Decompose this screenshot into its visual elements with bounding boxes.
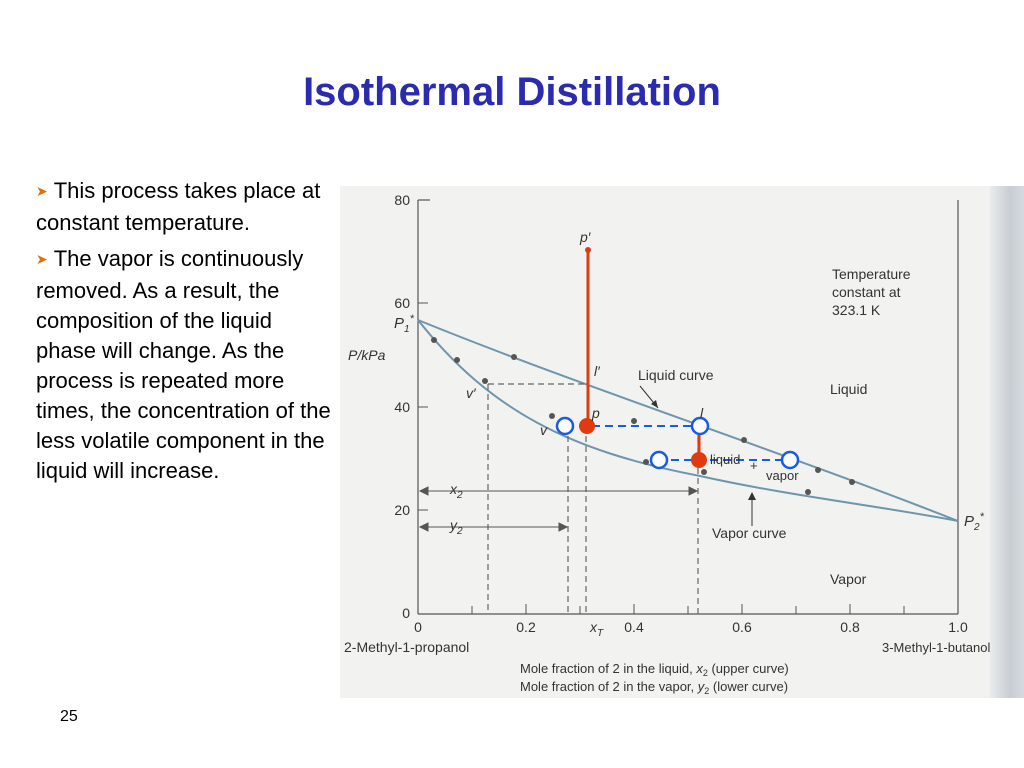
y-tick-label: 40 xyxy=(394,399,410,415)
left-component-label: 2-Methyl-1-propanol xyxy=(344,639,469,655)
p1-star-label: P1* xyxy=(394,313,415,335)
region-liquid-label: Liquid xyxy=(830,381,867,397)
filled-red-marker-l2 xyxy=(691,452,707,468)
y-axis-label: P/kPa xyxy=(348,347,386,363)
slide-title: Isothermal Distillation xyxy=(303,70,721,114)
open-blue-marker-l3 xyxy=(780,450,800,470)
caption-line: Mole fraction of 2 in the liquid, x2 (up… xyxy=(520,661,789,678)
p2-star-label: P2* xyxy=(964,511,985,533)
temperature-note-line: 323.1 K xyxy=(832,302,881,318)
liquid-curve xyxy=(417,319,959,522)
two-phase-label-liquid: liquid xyxy=(710,452,740,467)
data-points xyxy=(431,337,855,495)
x-tick-label: 0.4 xyxy=(624,619,644,635)
right-component-label: 3-Methyl-1-butanol xyxy=(882,640,990,655)
liquid-curve-label: Liquid curve xyxy=(638,367,714,383)
vapor-curve-arrowhead xyxy=(748,492,756,500)
arrow-bullet-icon: ➤ xyxy=(36,183,48,199)
x-tick-label: 1.0 xyxy=(948,619,968,635)
two-phase-label-vapor: vapor xyxy=(766,468,799,483)
l-label: l xyxy=(700,405,704,421)
x-tick-label: 0.2 xyxy=(516,619,536,635)
y-tick-label: 60 xyxy=(394,295,410,311)
xT-tick-label: xT xyxy=(589,619,604,639)
vapor-curve-label: Vapor curve xyxy=(712,525,787,541)
l-prime-label: l′ xyxy=(594,363,601,379)
arrow-bullet-icon: ➤ xyxy=(36,251,48,267)
y-tick-label: 80 xyxy=(394,192,410,208)
x2-label: x2 xyxy=(449,481,463,501)
p-label: p xyxy=(591,405,600,421)
bullet-list: ➤ This process takes place at constant te… xyxy=(36,176,336,492)
bullet-text: This process takes place at constant tem… xyxy=(36,178,321,235)
x-tick-label: 0 xyxy=(414,619,422,635)
scanned-page-edge xyxy=(990,186,1024,698)
figure-background xyxy=(340,186,1024,698)
p-prime-point xyxy=(585,247,591,253)
x-ticks xyxy=(417,604,959,614)
bullet-item: ➤ This process takes place at constant te… xyxy=(36,176,336,238)
x-tick-label: 0.8 xyxy=(840,619,860,635)
filled-red-marker-p xyxy=(579,418,595,434)
vapor-curve xyxy=(417,319,959,522)
open-blue-marker-l xyxy=(690,416,710,436)
temperature-note-line: constant at xyxy=(832,284,901,300)
two-phase-label-plus: + xyxy=(750,458,758,473)
p-prime-label: p′ xyxy=(579,229,592,245)
page-number: 25 xyxy=(60,708,78,725)
bullet-item: ➤ The vapor is continuously removed. As a… xyxy=(36,244,336,486)
caption-line: Mole fraction of 2 in the vapor, y2 (low… xyxy=(520,679,788,696)
phase-diagram-figure: 0 20 40 60 80 0 0.2 0.4 0.6 0.8 1.0 xT xyxy=(340,186,1024,698)
open-blue-marker-v2 xyxy=(649,450,669,470)
bullet-text: The vapor is continuously removed. As a … xyxy=(36,246,331,483)
y2-dimension xyxy=(418,522,569,532)
temperature-note-line: Temperature xyxy=(832,266,911,282)
liquid-curve-arrowhead xyxy=(651,400,658,408)
y-tick-label: 0 xyxy=(402,605,410,621)
x2-dimension xyxy=(418,486,699,496)
region-vapor-label: Vapor xyxy=(830,571,867,587)
x-tick-label: 0.6 xyxy=(732,619,752,635)
y-tick-label: 20 xyxy=(394,502,410,518)
y2-label: y2 xyxy=(449,517,463,537)
v-label: v xyxy=(540,422,548,438)
phase-diagram: 0 20 40 60 80 0 0.2 0.4 0.6 0.8 1.0 xT xyxy=(344,192,990,696)
y-ticks: 0 20 40 60 80 xyxy=(394,192,428,621)
v-prime-label: v′ xyxy=(466,385,477,401)
open-blue-marker-v xyxy=(555,416,575,436)
